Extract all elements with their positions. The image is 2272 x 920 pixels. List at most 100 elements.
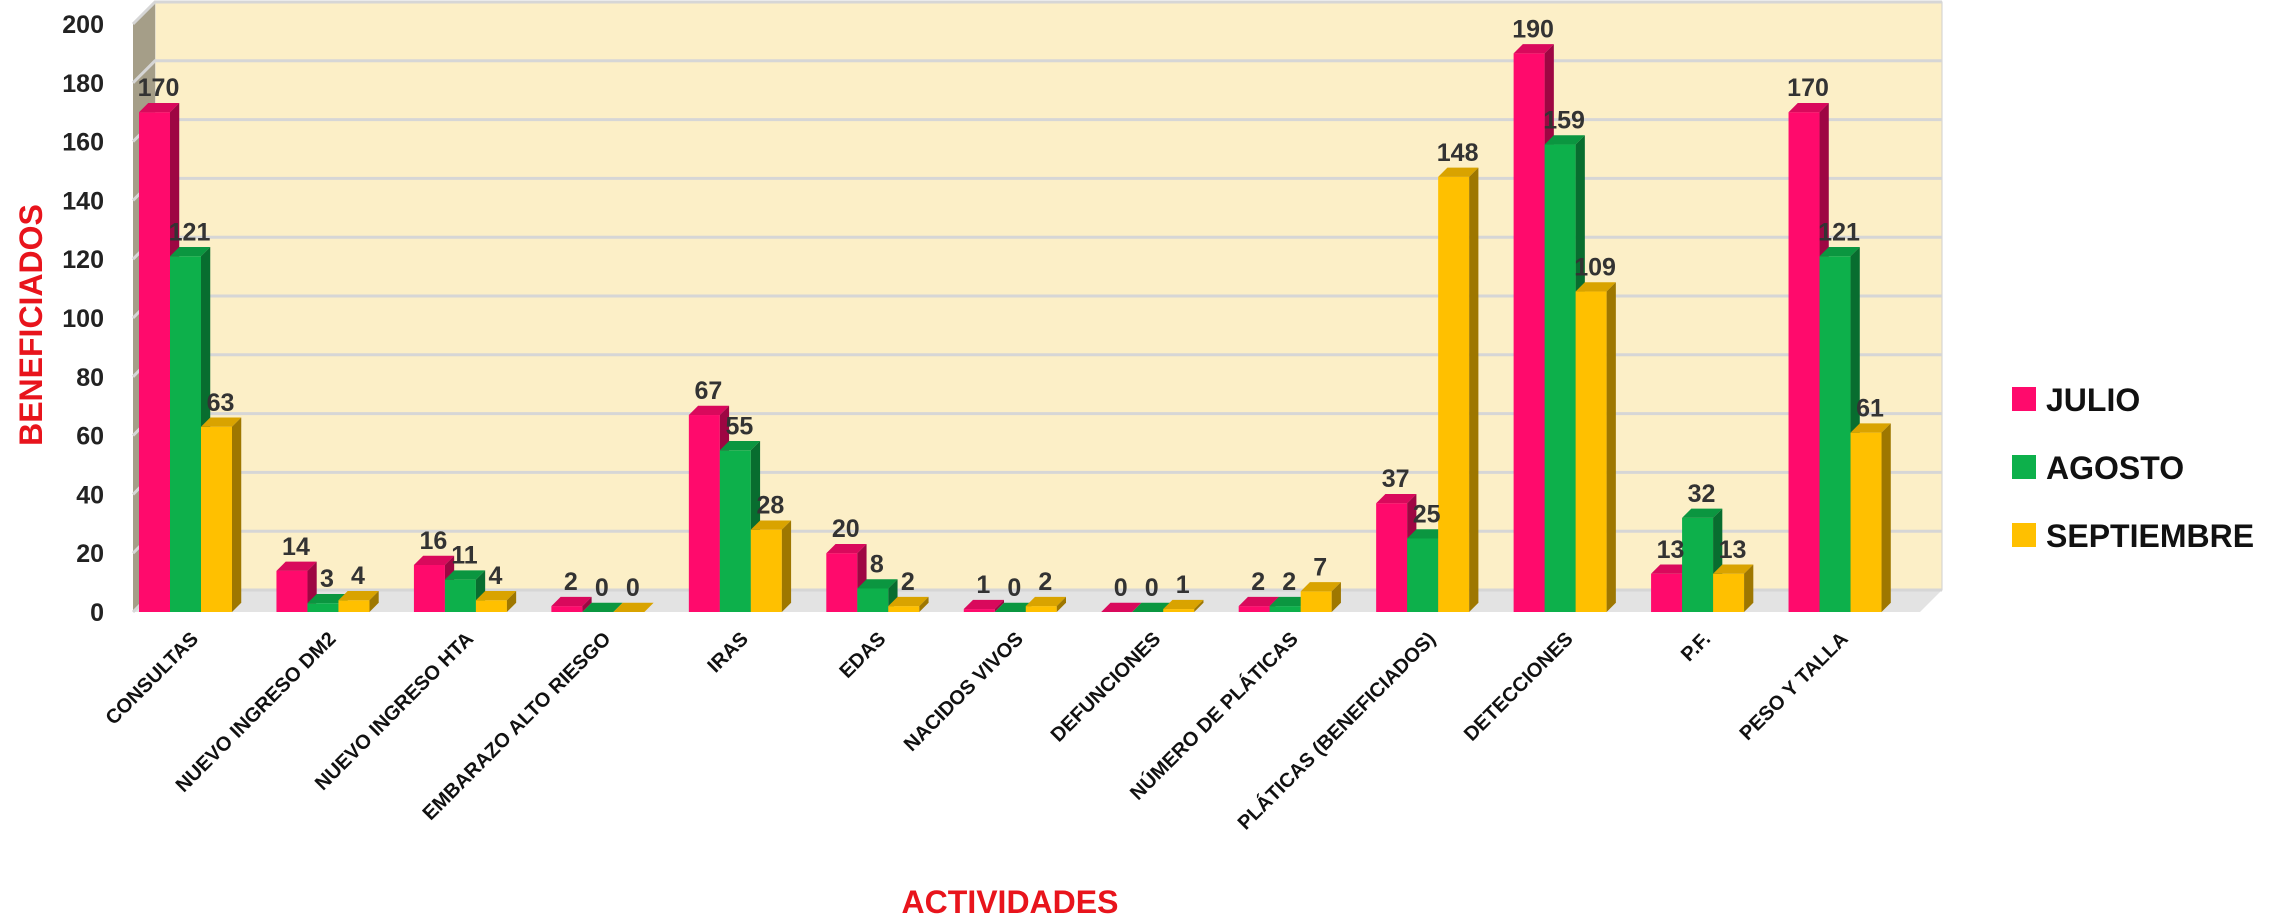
bar-top xyxy=(857,579,898,589)
bar-agosto xyxy=(1544,144,1576,613)
bar-septiembre xyxy=(750,529,782,612)
legend-swatch xyxy=(2012,387,2036,411)
bar-top xyxy=(1238,596,1279,607)
bar-top xyxy=(1376,493,1417,504)
y-tick-label: 40 xyxy=(76,481,104,509)
legend-swatch xyxy=(2012,523,2036,547)
data-label: 159 xyxy=(1543,107,1585,135)
bars xyxy=(139,44,1891,613)
bar-top xyxy=(1575,282,1616,292)
bar-top xyxy=(201,417,242,427)
bar-agosto xyxy=(857,588,889,612)
data-label: 16 xyxy=(420,527,448,555)
bar-top xyxy=(1438,167,1479,177)
data-label: 32 xyxy=(1688,480,1716,508)
bar-septiembre xyxy=(1300,591,1332,612)
bar-side xyxy=(1331,582,1341,612)
bar-top xyxy=(1682,508,1723,518)
bar-top xyxy=(888,596,929,607)
bar-agosto xyxy=(719,450,751,612)
bar-top xyxy=(1713,564,1754,574)
data-label: 63 xyxy=(207,389,235,417)
bar-septiembre xyxy=(338,600,370,612)
data-label: 37 xyxy=(1382,465,1410,493)
data-label: 1 xyxy=(1176,571,1190,599)
bar-top xyxy=(1132,602,1173,612)
y-tick-label: 60 xyxy=(76,423,104,451)
gridline xyxy=(131,0,1942,26)
bar-top xyxy=(1544,135,1585,145)
data-label: 3 xyxy=(320,565,334,593)
x-category-label: NUEVO INGRESO HTA xyxy=(311,628,478,795)
bar-septiembre xyxy=(1025,606,1057,612)
bar-julio xyxy=(1651,573,1683,612)
data-label: 4 xyxy=(488,562,502,590)
bar-top xyxy=(276,561,317,571)
x-category-label: NUEVO INGRESO DM2 xyxy=(172,628,341,797)
gridline xyxy=(131,59,1942,84)
y-axis-title: BENEFICIADOS xyxy=(13,204,49,446)
data-label: 14 xyxy=(282,533,310,561)
bar-side xyxy=(781,520,792,612)
bar-septiembre xyxy=(1438,176,1470,612)
bar-top xyxy=(1819,247,1860,257)
y-tick-label: 100 xyxy=(62,305,104,333)
legend-label: SEPTIEMBRE xyxy=(2046,518,2254,554)
bar-top xyxy=(1407,529,1448,539)
x-category-label: NACIDOS VIVOS xyxy=(900,628,1028,756)
bar-top xyxy=(750,520,792,530)
x-category-label: DETECCIONES xyxy=(1460,628,1578,746)
bar-top xyxy=(613,602,654,612)
data-label: 13 xyxy=(1719,536,1747,564)
data-label: 25 xyxy=(1413,501,1441,529)
y-tick-label: 200 xyxy=(62,11,104,39)
bar-side xyxy=(582,596,592,612)
bar-side xyxy=(1056,596,1067,612)
bar-side xyxy=(1881,423,1891,612)
bar-agosto xyxy=(1682,517,1714,612)
x-category-label: EDAS xyxy=(835,628,890,683)
bar-julio xyxy=(1238,606,1270,612)
data-label: 4 xyxy=(351,562,365,590)
data-label: 13 xyxy=(1657,536,1685,564)
x-category-label: CONSULTAS xyxy=(102,628,203,729)
bar-septiembre xyxy=(1713,573,1745,612)
y-tick-label: 160 xyxy=(62,129,104,157)
bar-top xyxy=(582,602,623,612)
x-category-label: IRAS xyxy=(704,628,753,677)
bar-julio xyxy=(276,570,308,612)
bar-agosto xyxy=(444,579,476,612)
data-label: 0 xyxy=(1007,574,1021,602)
bar-top xyxy=(1651,564,1692,574)
bar-septiembre xyxy=(888,606,920,612)
data-label: 121 xyxy=(1818,218,1860,246)
data-label: 1 xyxy=(976,571,990,599)
data-label: 0 xyxy=(626,574,640,602)
data-label: 61 xyxy=(1856,395,1884,423)
data-label: 2 xyxy=(564,568,578,596)
bar-side xyxy=(1194,599,1204,612)
x-category-label: P.F. xyxy=(1677,628,1715,666)
bar-side xyxy=(232,417,242,612)
bar-top xyxy=(963,599,1005,610)
legend-label: AGOSTO xyxy=(2046,450,2184,486)
bar-top xyxy=(338,591,379,601)
data-label: 170 xyxy=(1787,74,1829,102)
y-tick-label: 0 xyxy=(90,599,104,627)
bar-side xyxy=(919,596,929,612)
data-label: 190 xyxy=(1512,15,1554,43)
data-label: 67 xyxy=(694,377,722,405)
bar-julio xyxy=(963,609,995,612)
bar-agosto xyxy=(1407,538,1439,612)
bar-top xyxy=(170,247,211,257)
bar-agosto xyxy=(1269,606,1301,612)
bar-agosto xyxy=(170,256,201,612)
plot-background xyxy=(133,1,1943,612)
bar-top xyxy=(413,555,455,565)
bar-top xyxy=(1025,596,1067,607)
bar-top xyxy=(688,405,730,416)
bar-septiembre xyxy=(475,600,507,612)
data-label: 2 xyxy=(901,568,915,596)
